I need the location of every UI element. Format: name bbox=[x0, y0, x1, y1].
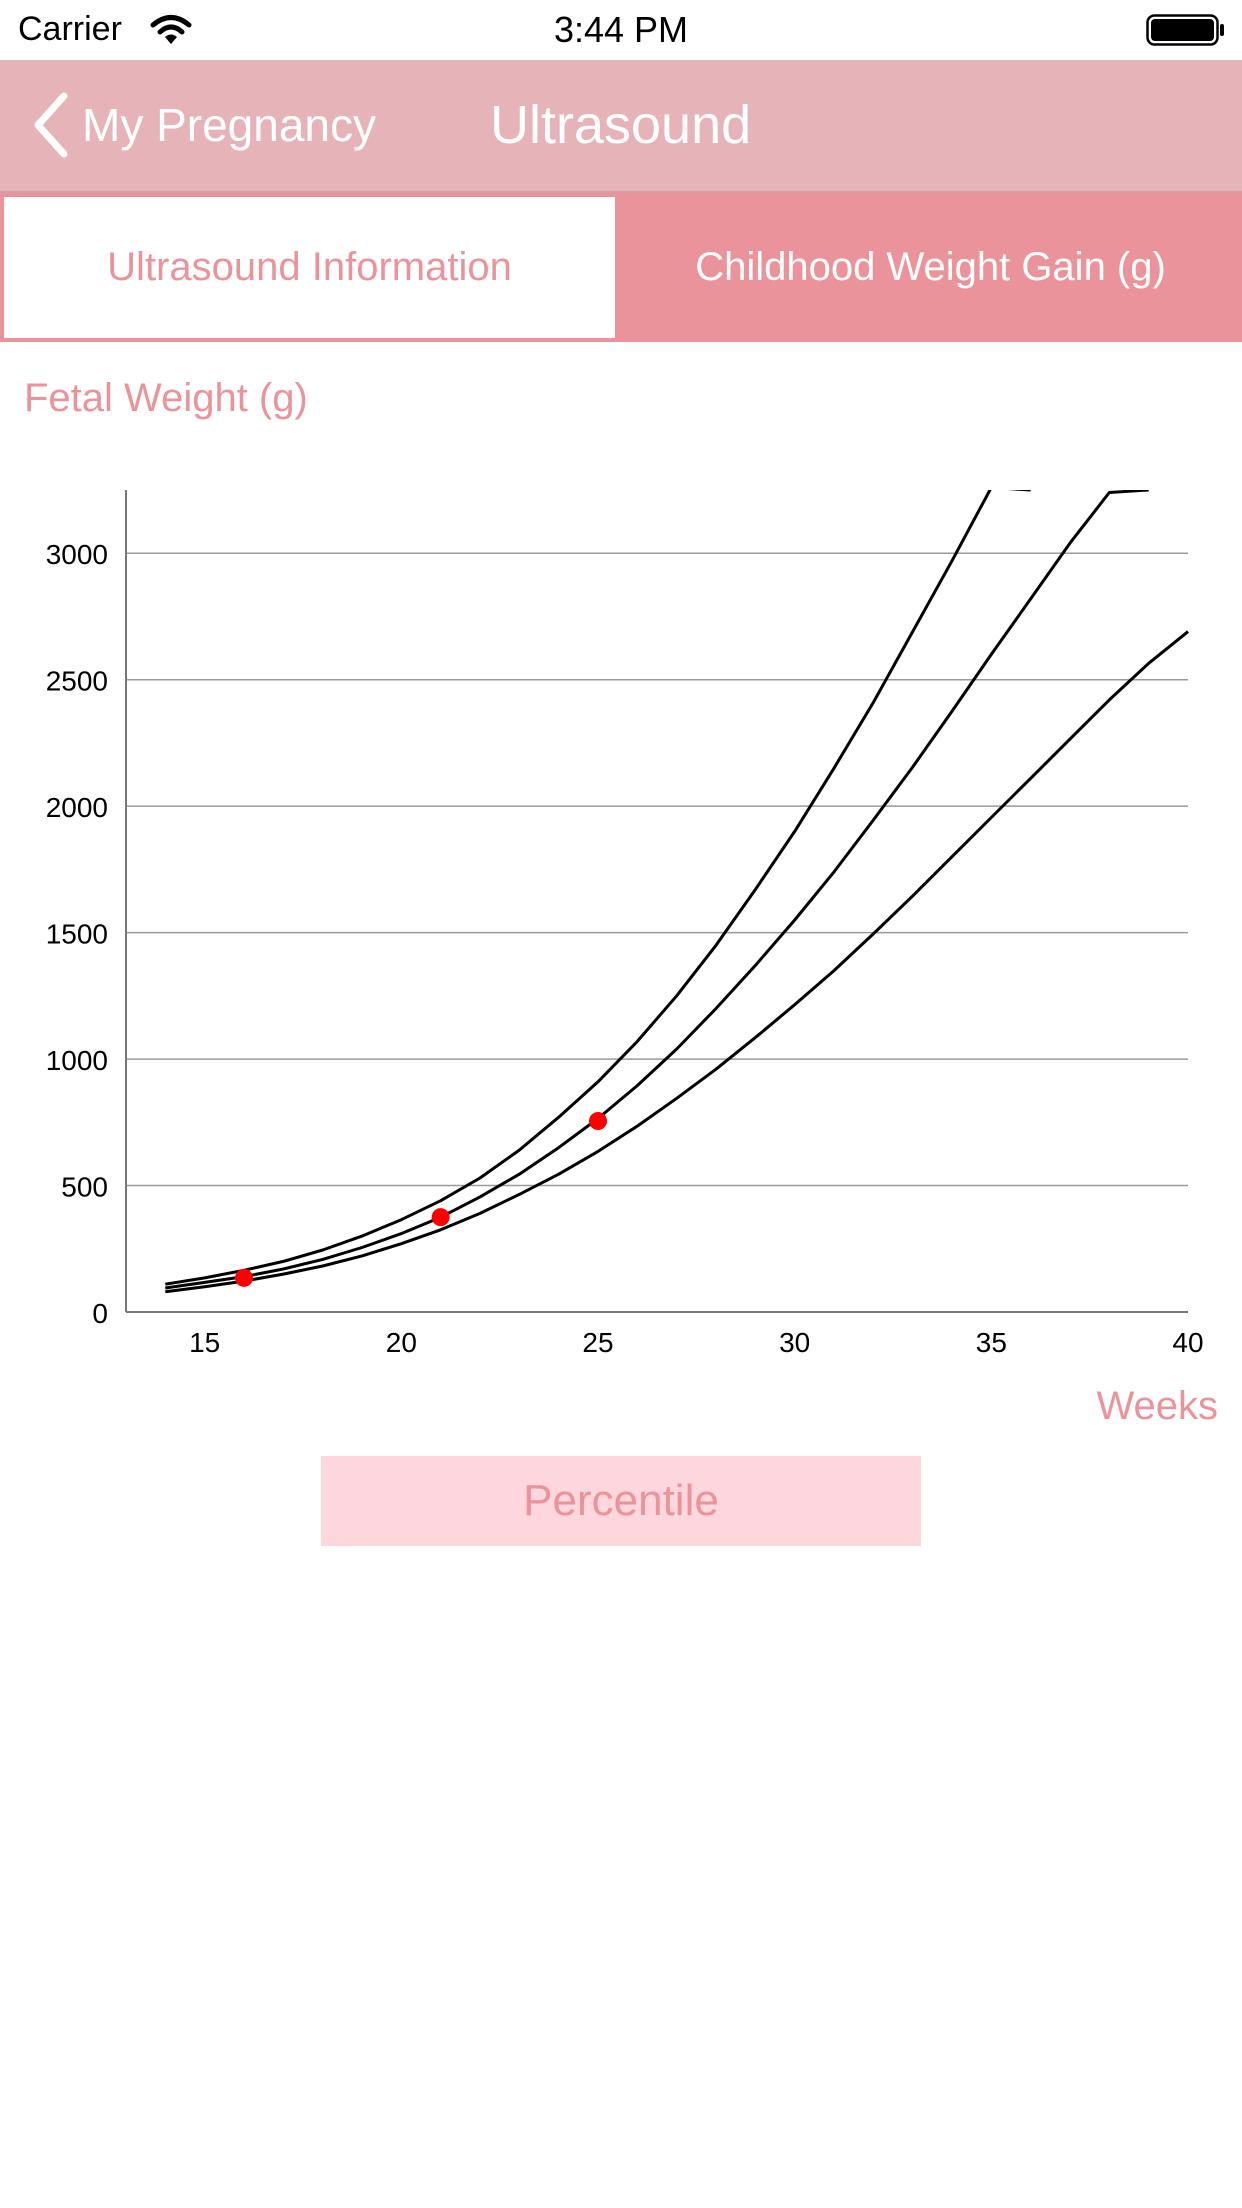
x-axis-label: Weeks bbox=[1096, 1384, 1218, 1428]
clock: 3:44 PM bbox=[553, 9, 689, 50]
y-tick-label: 2000 bbox=[46, 792, 108, 823]
y-tick-label: 500 bbox=[61, 1172, 108, 1203]
x-tick-label: 40 bbox=[1172, 1327, 1203, 1358]
data-point bbox=[235, 1268, 253, 1287]
wifi-icon bbox=[150, 14, 192, 51]
y-tick-label: 1000 bbox=[46, 1045, 108, 1076]
percentile-button[interactable]: Percentile bbox=[321, 1456, 921, 1546]
x-tick-label: 20 bbox=[386, 1327, 417, 1358]
tab-ultrasound-information[interactable]: Ultrasound Information bbox=[0, 193, 619, 342]
data-point bbox=[431, 1208, 450, 1227]
x-tick-label: 25 bbox=[582, 1327, 613, 1358]
x-tick-label: 30 bbox=[779, 1327, 810, 1358]
chart-title: Fetal Weight (g) bbox=[24, 376, 308, 420]
navigation-bar: My Pregnancy Ultrasound bbox=[0, 60, 1242, 193]
x-tick-label: 35 bbox=[976, 1327, 1007, 1358]
fetal-weight-chart: 0 500 1000 1500 2000 2500 3000 15 20 25 30 35 40 bbox=[46, 490, 1204, 1358]
data-point bbox=[589, 1112, 607, 1131]
y-tick-label: 0 bbox=[92, 1298, 108, 1329]
x-tick-label: 15 bbox=[189, 1327, 220, 1358]
back-button[interactable]: My Pregnancy bbox=[32, 90, 376, 160]
percentile-curve bbox=[165, 490, 1031, 1286]
back-button-label: My Pregnancy bbox=[82, 99, 377, 151]
status-bar: Carrier 3:44 PM bbox=[0, 0, 1242, 60]
y-tick-label: 2500 bbox=[46, 666, 108, 697]
chevron-left-icon bbox=[34, 92, 68, 158]
carrier-label: Carrier bbox=[18, 10, 122, 48]
percentile-curve bbox=[165, 630, 1189, 1294]
battery-icon bbox=[1146, 14, 1226, 51]
y-tick-label: 1500 bbox=[46, 919, 108, 950]
percentile-curve bbox=[165, 490, 1149, 1290]
segmented-control: Ultrasound Information Childhood Weight … bbox=[0, 193, 1242, 342]
y-tick-label: 3000 bbox=[46, 539, 108, 570]
page-title: Ultrasound bbox=[490, 95, 752, 155]
tab-childhood-weight-gain[interactable]: Childhood Weight Gain (g) bbox=[619, 193, 1242, 342]
